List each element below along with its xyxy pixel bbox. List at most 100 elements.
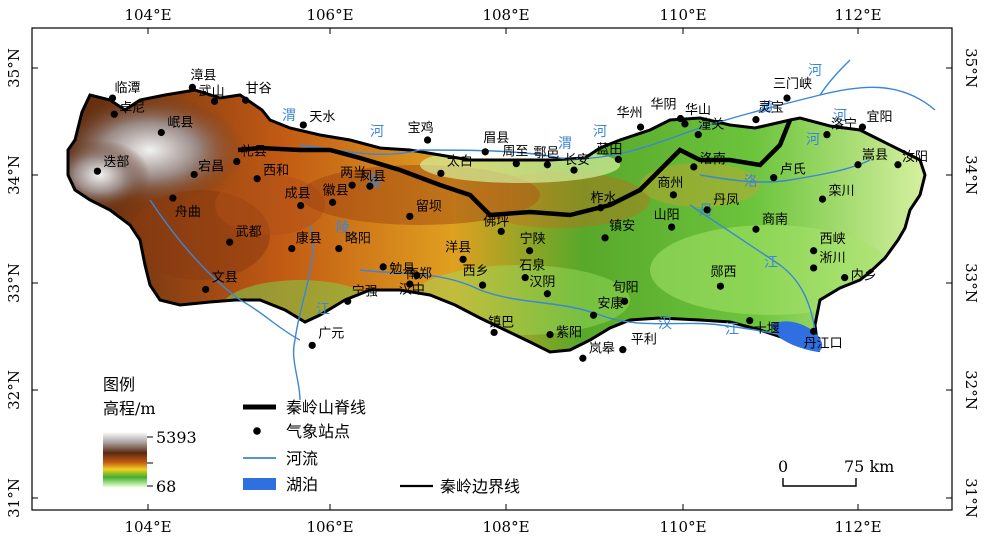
station-label: 安康: [598, 295, 624, 311]
station-marker: [703, 206, 711, 214]
station-marker: [108, 94, 117, 102]
station-marker: [746, 317, 754, 325]
station-marker: [818, 195, 827, 203]
station-label: 紫阳: [556, 326, 582, 341]
right-lat-label: 34°N: [962, 155, 980, 195]
station-marker: [406, 280, 414, 288]
legend-station-label: 气象站点: [286, 422, 350, 441]
station-label: 蓝田: [596, 142, 622, 157]
station-label: 周至: [502, 145, 528, 160]
station-marker: [570, 166, 578, 174]
station-label: 成县: [285, 187, 311, 202]
station-label: 柞水: [591, 191, 617, 206]
station-marker: [379, 263, 387, 271]
station-marker: [752, 116, 760, 124]
station-marker: [668, 223, 676, 231]
right-lat-label: 35°N: [962, 48, 980, 88]
legend-boundary-label: 秦岭边界线: [440, 477, 520, 496]
station-label: 山阳: [654, 208, 680, 223]
lakes-layer: [770, 321, 823, 352]
bottom-lon-label: 108°E: [482, 518, 529, 536]
legend-lake-swatch: [243, 478, 276, 490]
station-label: 灵宝: [758, 101, 784, 116]
ridge-line: [237, 119, 793, 218]
river-label-huang: 黄: [760, 99, 774, 116]
station-marker: [810, 264, 818, 272]
station-marker: [669, 191, 678, 199]
bailong-river: [149, 199, 301, 341]
station-label: 华州: [617, 106, 643, 121]
station-label: 洛南: [700, 151, 726, 167]
station-label: 嵩县: [862, 148, 888, 163]
legend-elev-max: 5393: [156, 428, 197, 447]
station-marker: [190, 170, 198, 179]
axis-labels: 104°E 106°E 108°E 110°E 112°E 104°E 106°…: [5, 6, 980, 536]
river-label-jiang-2: 江: [725, 322, 739, 338]
danjiangkou-reservoir: [770, 321, 823, 352]
station-label: 宁强: [352, 283, 378, 299]
station-marker: [526, 247, 534, 255]
station-marker: [597, 204, 605, 212]
station-label: 甘谷: [246, 81, 272, 96]
station-marker: [344, 297, 352, 305]
elevation-region: [66, 88, 927, 354]
station-label: 西峡: [820, 232, 846, 247]
station-marker: [497, 227, 505, 235]
station-marker: [810, 247, 818, 255]
station-label: 临潭: [115, 81, 141, 96]
station-label: 略阳: [345, 231, 371, 247]
station-marker: [619, 346, 627, 354]
station-marker: [188, 83, 196, 91]
legend-title: 图例: [103, 375, 135, 394]
yellow-river-upper: [819, 59, 851, 96]
station-marker: [854, 161, 862, 169]
station-label: 眉县: [483, 131, 509, 146]
station-marker: [512, 160, 520, 168]
station-label: 石泉: [519, 258, 545, 274]
station-marker: [233, 157, 241, 166]
station-label: 文县: [212, 270, 238, 285]
top-lon-label: 110°E: [659, 6, 706, 24]
station-label: 漳县: [190, 67, 216, 83]
station-marker: [157, 128, 165, 137]
station-label: 旬阳: [613, 280, 639, 295]
station-marker: [752, 225, 760, 233]
elevation-color-bar: [103, 432, 147, 487]
river-label-wei-2: 渭: [558, 136, 572, 152]
bottom-lon-label: 110°E: [659, 518, 706, 536]
station-label: 舟曲: [175, 205, 201, 220]
top-lon-label: 106°E: [306, 6, 353, 24]
river-label-luo: 洛: [744, 174, 758, 190]
station-marker: [810, 327, 818, 335]
river-label-he-3: 河: [593, 124, 607, 140]
station-label: 礼县: [241, 144, 267, 160]
station-label: 凤县: [360, 169, 386, 184]
station-label: 潼关: [698, 117, 724, 133]
bottom-lon-label: 106°E: [306, 518, 353, 536]
station-marker: [858, 123, 867, 131]
scale-zero-label: 0: [778, 457, 788, 476]
station-label: 汉阴: [529, 275, 555, 290]
station-label: 西乡: [463, 264, 489, 279]
station-label: 郧西: [710, 265, 736, 280]
station-label: 洋县: [445, 240, 471, 255]
station-marker: [783, 94, 791, 102]
station-label: 鄠邑: [533, 146, 559, 161]
station-marker: [226, 238, 234, 246]
river-label-he-4: 河: [806, 132, 820, 148]
station-label: 留坝: [416, 199, 442, 214]
station-marker: [589, 311, 598, 319]
station-marker: [406, 212, 414, 220]
station-label: 汉中: [399, 282, 425, 297]
river-label-wei-1: 渭: [282, 108, 296, 124]
station-label: 南郑: [406, 266, 432, 282]
yellow-river: [679, 86, 936, 136]
station-marker: [242, 96, 250, 104]
station-label: 宁陕: [520, 231, 546, 247]
legend-station-swatch: [253, 427, 261, 435]
station-label: 太白: [447, 153, 473, 169]
station-marker: [253, 175, 261, 183]
han-river: [359, 269, 811, 346]
left-lat-label: 33°N: [5, 263, 23, 303]
station-label: 丹江口: [804, 336, 843, 351]
